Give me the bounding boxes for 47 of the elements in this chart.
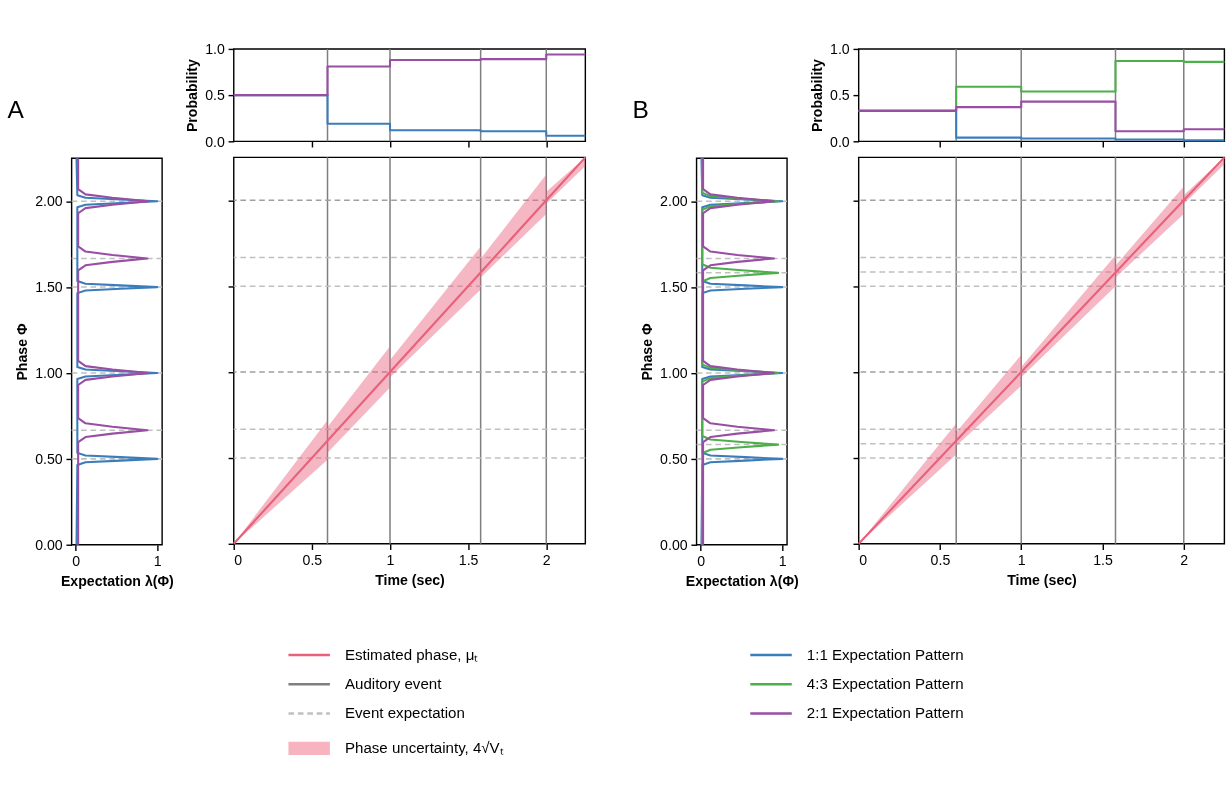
x-tick-label: 1.5 [458,552,479,569]
x-tick-label: 0 [234,552,243,569]
x-axis-title: Expectation λ(Φ) [685,572,799,589]
chart-title: A [7,95,25,123]
y-tick-label: 0.0 [830,133,850,150]
y-axis-title: Probability [808,58,825,133]
y-tick-label: 1.0 [830,41,850,58]
y-tick-label: 0.50 [660,451,688,468]
y-axis-title: Phase Φ [638,323,655,381]
y-tick-label: 0.00 [35,536,63,553]
y-tick-label: 2.00 [35,193,63,210]
x-tick-label: 1 [386,552,395,569]
x-axis-title: Expectation λ(Φ) [60,572,174,589]
legend-label: Event expectation [344,704,465,722]
x-tick-label: 0.5 [302,552,323,569]
y-tick-label: 0.00 [660,536,688,553]
x-tick-label: 1 [778,552,787,569]
y-tick-label: 1.50 [35,279,63,296]
legend-label: 2:1 Expectation Pattern [806,704,964,722]
x-axis-title: Time (sec) [375,571,445,588]
x-tick-label: 2 [1180,552,1189,569]
x-tick-label: 1 [1017,552,1026,569]
chart-title: B [632,95,649,123]
y-tick-label: 0.5 [830,87,850,104]
x-tick-label: 0 [697,552,706,569]
legend-label: 4:3 Expectation Pattern [806,674,964,692]
x-axis-title: Time (sec) [1007,571,1077,588]
y-axis-title: Phase Φ [13,323,30,381]
legend-label: Phase uncertainty, 4√Vₜ [344,739,504,757]
y-tick-label: 1.00 [35,365,63,382]
y-tick-label: 1.00 [660,365,688,382]
y-tick-label: 0.5 [205,87,225,104]
x-tick-label: 1.5 [1093,552,1113,569]
y-tick-label: 1.50 [660,279,688,296]
legend-label: 1:1 Expectation Pattern [806,645,964,663]
y-axis-title: Probability [183,58,200,133]
legend-label: Auditory event [344,674,443,692]
legend-label: Estimated phase, μₜ [344,645,479,663]
x-tick-label: 0 [72,552,81,569]
y-tick-label: 0.50 [35,451,63,468]
x-tick-label: 0 [859,552,868,569]
x-tick-label: 0.5 [930,552,951,569]
y-tick-label: 2.00 [660,193,688,210]
y-tick-label: 1.0 [205,41,225,58]
y-tick-label: 0.0 [205,133,225,150]
x-tick-label: 1 [153,552,162,569]
x-tick-label: 2 [542,552,551,569]
